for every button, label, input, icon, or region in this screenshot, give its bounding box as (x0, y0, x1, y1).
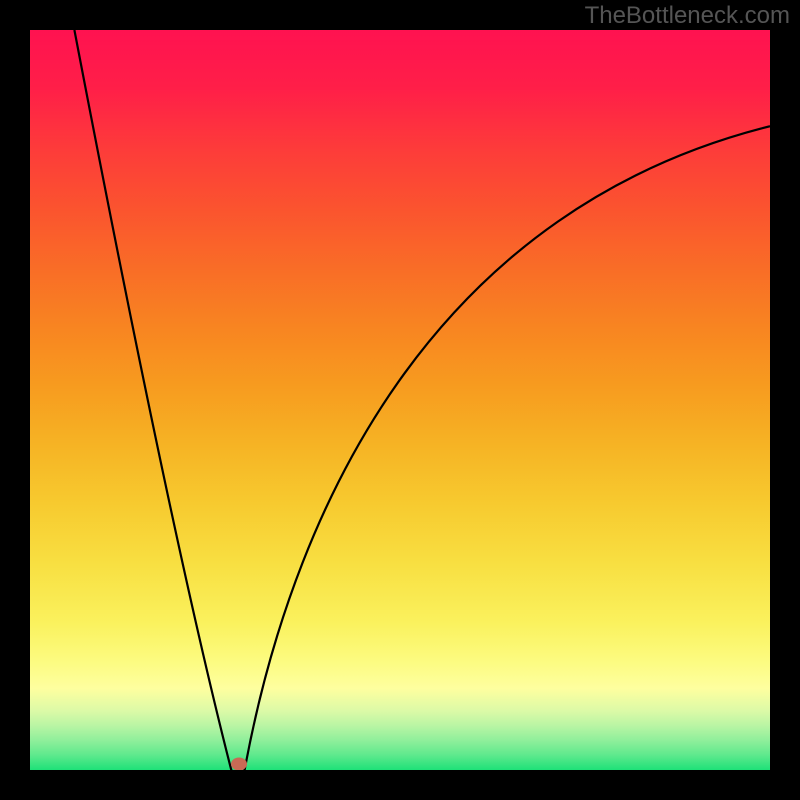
plot-area (30, 30, 770, 770)
bottleneck-curve (30, 30, 770, 770)
watermark-text: TheBottleneck.com (585, 2, 790, 30)
optimal-point-marker (231, 758, 247, 770)
